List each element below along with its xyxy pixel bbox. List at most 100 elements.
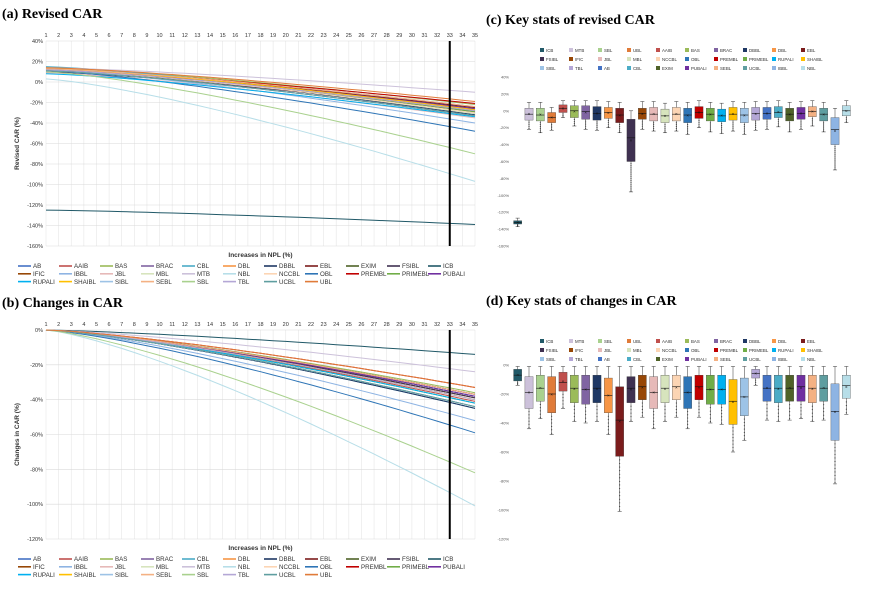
panel-c-legend-label: SEBL (720, 66, 732, 71)
panel-c-mean-marker: × (766, 111, 769, 116)
panel-d-point (619, 498, 621, 500)
panel-b-legend-label: BRAC (156, 556, 174, 563)
panel-d-box-aaib (558, 372, 568, 392)
panel-c-mean-marker: × (596, 111, 599, 116)
panel-d-legend-label: SIBL (546, 357, 556, 362)
panel-a-legend-label: PRIMEBL (402, 271, 430, 278)
panel-c-point (743, 129, 745, 131)
panel-c-y-tick-label: -80% (500, 176, 510, 181)
panel-c-point (721, 123, 723, 125)
panel-d-mean-marker: × (686, 390, 689, 395)
panel-d-point (607, 422, 609, 424)
panel-c-point (596, 123, 598, 125)
panel-c-box-brac (581, 105, 590, 120)
panel-c-point (675, 129, 677, 131)
panel-d-mean-marker: × (720, 387, 723, 392)
panel-a-legend-label: PREMBL (361, 271, 387, 278)
panel-d-box-nccbl (672, 374, 681, 400)
panel-c-legend-label: AB (604, 66, 610, 71)
panel-c-box-sbl (536, 108, 545, 122)
panel-d-legend-label: PUBALI (691, 357, 707, 362)
panel-d-point (528, 414, 530, 416)
panel-d-point (596, 419, 598, 421)
panel-d-mean-marker: × (709, 387, 712, 392)
panel-c-point (777, 119, 779, 121)
panel-d-point (539, 410, 541, 412)
panel-d-point (743, 425, 745, 427)
panel-d-point (709, 407, 711, 409)
panel-c-point (630, 190, 632, 192)
panel-b-y-tick-label: 0% (35, 328, 43, 334)
panel-c-legend-swatch (569, 48, 573, 52)
panel-c-legend-swatch (569, 57, 573, 61)
panel-d-point (641, 405, 643, 407)
panel-a-y-tick-label: -120% (27, 203, 43, 209)
panel-c-legend-swatch (714, 66, 718, 70)
panel-c-point (789, 126, 791, 128)
panel-d-point (562, 400, 564, 402)
panel-c-point (709, 126, 711, 128)
panel-b-x-tick-label: 17 (245, 322, 251, 328)
panel-d-point (664, 412, 666, 414)
panel-d-point (664, 419, 666, 421)
panel-c-point (766, 122, 768, 124)
panel-c-point (811, 124, 813, 126)
panel-d-mean-marker: × (528, 390, 531, 395)
panel-d-point (721, 406, 723, 408)
panel-d-point (619, 477, 621, 479)
panel-c-legend-label: DBL (778, 48, 787, 53)
panel-c-point (653, 126, 655, 128)
panel-c-point (653, 129, 655, 131)
panel-d-box-nbl (842, 374, 851, 399)
panel-b-x-tick-label: 24 (333, 322, 339, 328)
panel-d-mean-marker: × (845, 384, 848, 389)
panel-c-point (585, 120, 587, 122)
panel-c-legend-label: UBL (633, 48, 642, 53)
panel-d-legend-swatch (714, 339, 718, 343)
panel-c-point (811, 120, 813, 122)
panel-d-point (517, 381, 519, 383)
panel-d-point (630, 409, 632, 411)
panel-c-box-dbl (604, 107, 613, 119)
panel-d-mean-marker: × (652, 390, 655, 395)
panel-d-point (619, 466, 621, 468)
panel-d-mean-marker: × (539, 386, 542, 391)
panel-d-point (607, 415, 609, 417)
panel-d-point (811, 409, 813, 411)
panel-d-legend-swatch (627, 348, 631, 352)
panel-c-point (789, 128, 791, 130)
panel-b-x-tick-label: 31 (421, 322, 427, 328)
panel-c-point (709, 128, 711, 130)
panel-b-x-tick-label: 27 (371, 322, 377, 328)
panel-b-x-tick-label: 26 (358, 322, 364, 328)
panel-b-legend-label: JBL (115, 564, 126, 571)
panel-b-x-axis-label: Increases in NPL (%) (228, 545, 292, 552)
panel-c-legend-swatch (598, 66, 602, 70)
panel-d-point (619, 491, 621, 493)
panel-d-point (619, 509, 621, 511)
panel-c-point (811, 118, 813, 120)
panel-d-point (675, 415, 677, 417)
panel-c-mean-marker: × (777, 110, 780, 115)
panel-d-point (845, 408, 847, 410)
panel-d-legend-label: BRAC (720, 339, 732, 344)
panel-b-x-tick-label: 19 (270, 322, 276, 328)
panel-d-legend-label: DBL (778, 339, 787, 344)
panel-d-point (766, 414, 768, 416)
panel-d-point (551, 422, 553, 424)
panel-c-legend-label: PUBALI (691, 66, 707, 71)
panel-c-point (619, 129, 621, 131)
panel-c-point (664, 123, 666, 126)
panel-d-legend-swatch (714, 357, 718, 361)
panel-d-legend-swatch (627, 357, 631, 361)
panel-c-point (834, 168, 836, 170)
panel-c-point (607, 119, 609, 122)
panel-c-point (834, 160, 836, 162)
panel-d-point (687, 414, 689, 416)
panel-c-point (630, 182, 632, 184)
panel-d-point (698, 415, 700, 417)
panel-a-x-tick-label: 33 (447, 33, 453, 39)
panel-d-box-shaibl (728, 379, 738, 425)
panel-a-x-tick-label: 21 (295, 33, 301, 39)
panel-a-legend-label: SEBL (156, 279, 172, 286)
